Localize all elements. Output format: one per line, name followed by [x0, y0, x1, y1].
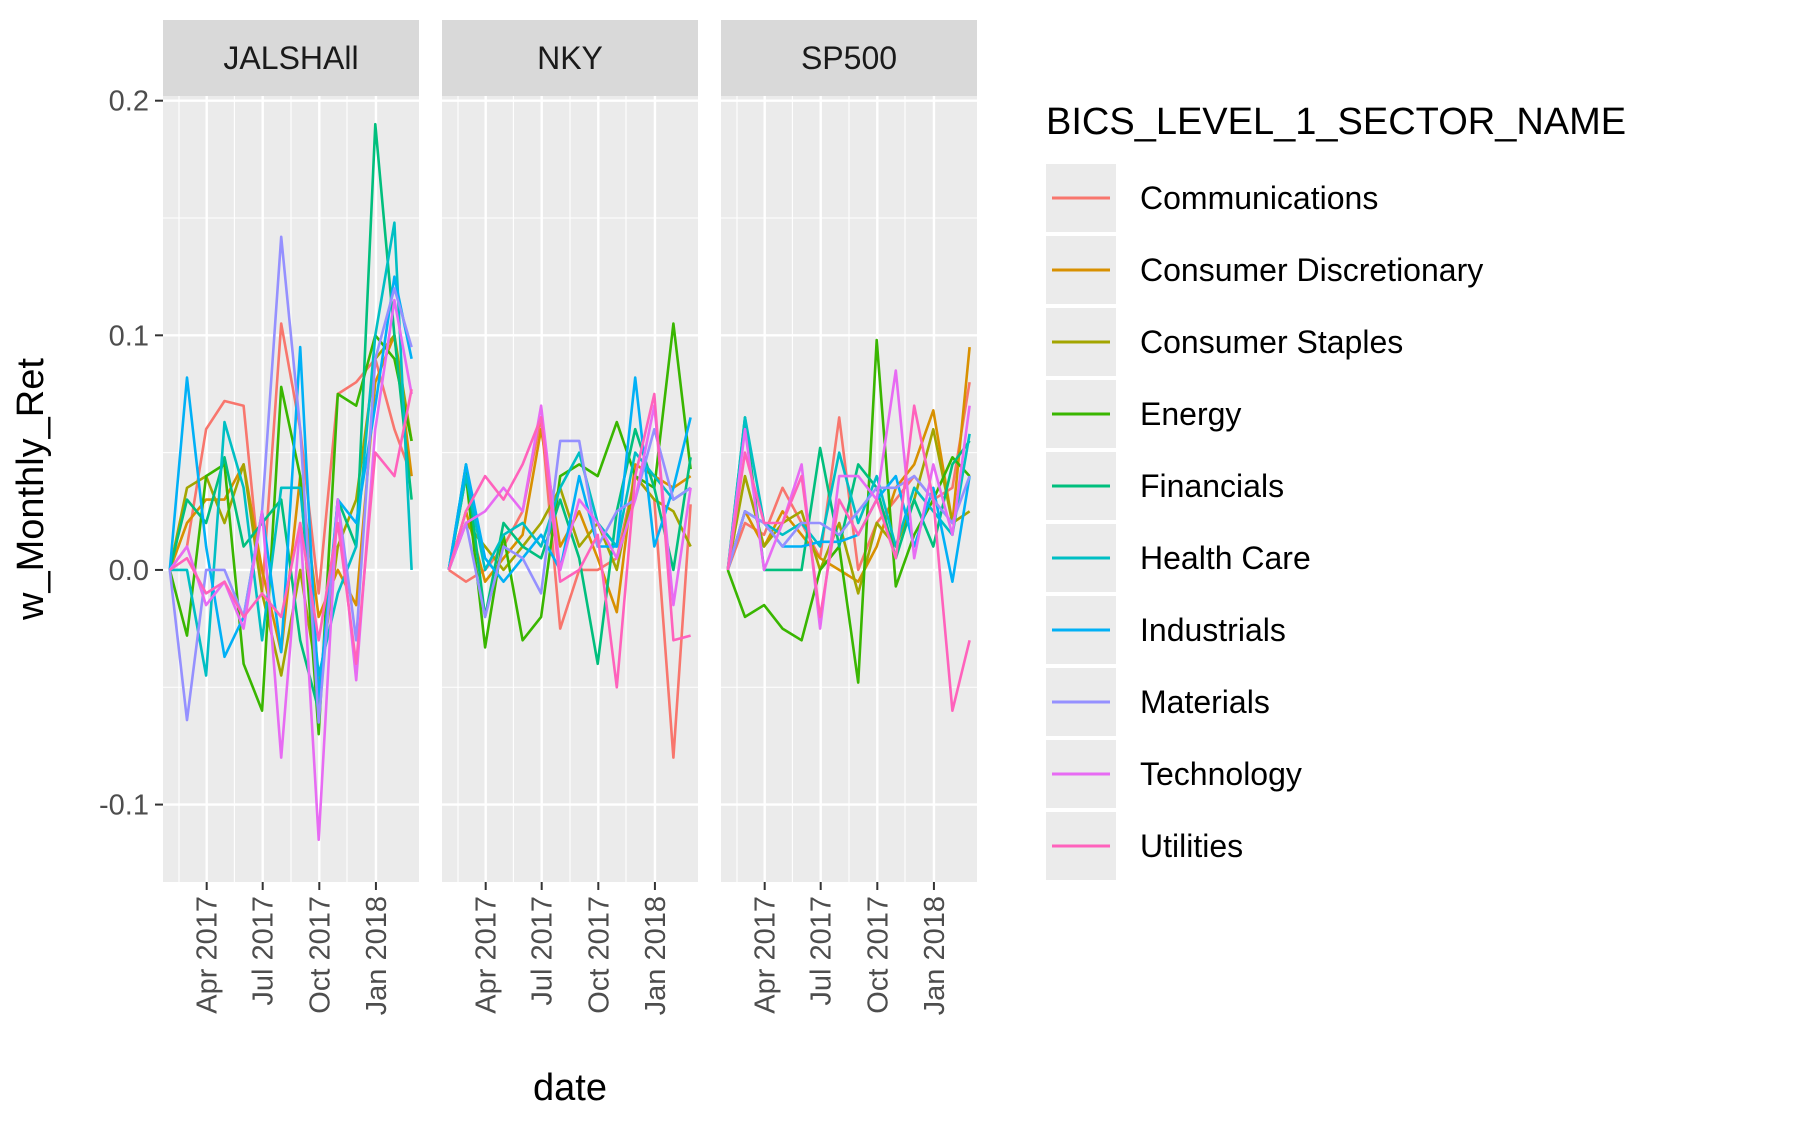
series-line-financials — [726, 416, 971, 572]
y-tick-label: -0.1 — [99, 790, 149, 822]
facet-strip-label: SP500 — [801, 40, 897, 76]
x-axis-title: date — [533, 1067, 607, 1109]
legend-label: Materials — [1140, 684, 1270, 720]
x-tick-label: Oct 2017 — [304, 896, 336, 1014]
legend-label: Health Care — [1140, 540, 1311, 576]
x-tick-label: Jul 2017 — [527, 896, 559, 1006]
legend-entry: Technology — [1046, 740, 1302, 808]
series-line-utilities — [726, 404, 971, 713]
x-tick-label: Oct 2017 — [862, 896, 894, 1014]
legend-entry: Energy — [1046, 380, 1241, 448]
y-tick-label: 0.0 — [109, 555, 149, 587]
series-line-materials — [726, 474, 971, 571]
facet-panel-jalshall: JALSHAll Apr 2017 Jul 2017 Oct 2017 Jan 2018 — [163, 20, 419, 1015]
legend-title: BICS_LEVEL_1_SECTOR_NAME — [1046, 101, 1626, 143]
legend-label: Industrials — [1140, 612, 1286, 648]
legend-entry: Consumer Discretionary — [1046, 236, 1483, 304]
legend-label: Communications — [1140, 180, 1378, 216]
legend-label: Utilities — [1140, 828, 1243, 864]
series-line-industrials — [447, 376, 692, 584]
legend-entry: Utilities — [1046, 812, 1243, 880]
x-tick-label: Apr 2017 — [192, 896, 224, 1014]
facet-strip — [721, 20, 977, 96]
legend-entry: Communications — [1046, 164, 1378, 232]
series-line-technology — [168, 298, 413, 842]
x-tick-label: Jul 2017 — [248, 896, 280, 1006]
legend-label: Consumer Staples — [1140, 324, 1403, 360]
x-tick-label: Apr 2017 — [750, 896, 782, 1014]
legend-entry: Materials — [1046, 668, 1270, 736]
series-line-industrials — [168, 275, 413, 701]
x-tick-label: Jul 2017 — [806, 896, 838, 1006]
panels-layer: JALSHAll Apr 2017 Jul 2017 Oct 2017 Jan 2018… — [163, 20, 977, 1015]
legend: BICS_LEVEL_1_SECTOR_NAME Communications C… — [1046, 101, 1626, 880]
y-tick-label: 0.2 — [109, 86, 149, 118]
facet-strip — [163, 20, 419, 96]
x-tick-label: Jan 2018 — [919, 896, 951, 1015]
y-axis-title: w_Monthly_Ret — [10, 358, 52, 621]
y-axis: -0.1 0.0 0.1 0.2 — [99, 86, 163, 822]
series-line-materials — [168, 235, 413, 724]
x-tick-label: Oct 2017 — [583, 896, 615, 1014]
x-tick-label: Apr 2017 — [471, 896, 503, 1014]
facet-strip — [442, 20, 698, 96]
facet-panel-nky: NKY Apr 2017 Jul 2017 Oct 2017 Jan 2018 — [442, 20, 698, 1015]
series-line-materials — [447, 427, 692, 619]
facet-panel-sp500: SP500 Apr 2017 Jul 2017 Oct 2017 Jan 2018 — [721, 20, 977, 1015]
legend-entry: Health Care — [1046, 524, 1311, 592]
legend-entry: Consumer Staples — [1046, 308, 1403, 376]
series-line-consumer-staples — [726, 427, 971, 595]
series-line-energy — [168, 333, 413, 736]
x-tick-label: Jan 2018 — [640, 896, 672, 1015]
legend-label: Technology — [1140, 756, 1302, 792]
series-line-technology — [447, 404, 692, 607]
series-line-utilities — [447, 392, 691, 689]
legend-entry: Financials — [1046, 452, 1284, 520]
x-tick-label: Jan 2018 — [361, 896, 393, 1015]
facet-strip-label: NKY — [537, 40, 603, 76]
legend-label: Energy — [1140, 396, 1241, 432]
y-tick-label: 0.1 — [109, 320, 149, 352]
facet-strip-label: JALSHAll — [223, 40, 358, 76]
legend-label: Financials — [1140, 468, 1284, 504]
legend-entry: Industrials — [1046, 596, 1286, 664]
series-line-utilities — [169, 389, 413, 666]
legend-label: Consumer Discretionary — [1140, 252, 1483, 288]
